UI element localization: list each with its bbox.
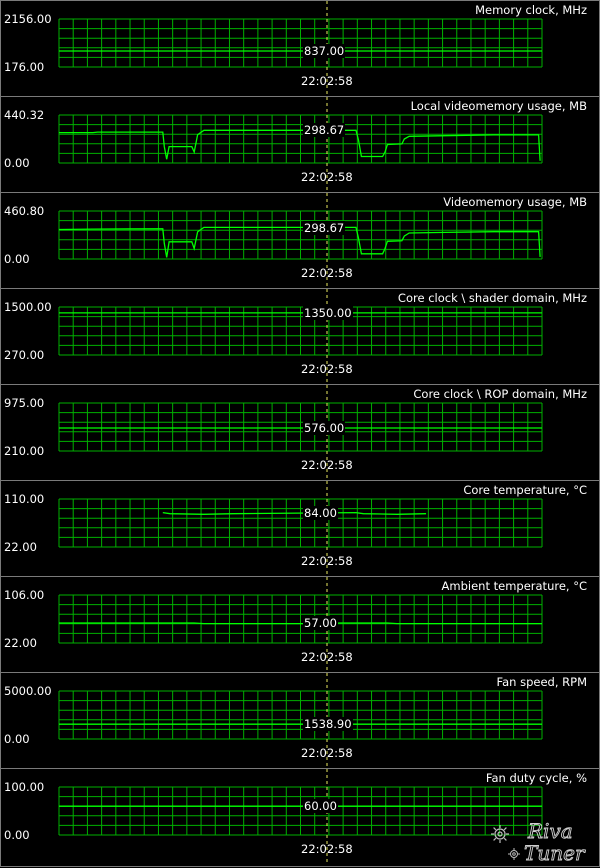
graph-title: Videomemory usage, MB xyxy=(443,195,587,209)
time-label: 22:02:58 xyxy=(301,746,353,760)
y-max-label: 975.00 xyxy=(4,396,45,410)
graph-title: Core clock \ ROP domain, MHz xyxy=(413,387,587,401)
graph-plot xyxy=(58,481,543,577)
y-max-label: 460.80 xyxy=(4,204,45,218)
graph-panel: Fan speed, RPM 5000.00 0.00 1538.90 22:02:58 xyxy=(0,672,600,769)
current-value-label: 60.00 xyxy=(303,799,338,814)
current-value-label: 576.00 xyxy=(303,421,346,436)
y-max-label: 110.00 xyxy=(4,492,45,506)
time-label: 22:02:58 xyxy=(301,554,353,568)
graph-plot xyxy=(58,97,543,193)
graph-panel: Core clock \ ROP domain, MHz 975.00 210.00… xyxy=(0,384,600,481)
y-min-label: 176.00 xyxy=(4,60,45,74)
graph-title: Fan duty cycle, % xyxy=(485,771,587,785)
time-label: 22:02:58 xyxy=(301,842,353,856)
graph-panel: Core temperature, °C 110.00 22.00 84.00 22:0… xyxy=(0,480,600,577)
y-min-label: 270.00 xyxy=(4,348,45,362)
current-value-label: 1538.90 xyxy=(303,717,353,732)
graph-panel: Memory clock, MHz 2156.00 176.00 837.00 22:0… xyxy=(0,0,600,97)
current-value-label: 298.67 xyxy=(303,123,346,138)
y-max-label: 1500.00 xyxy=(4,300,52,314)
series-line xyxy=(58,226,541,258)
graph-plot xyxy=(58,1,543,97)
y-min-label: 22.00 xyxy=(4,540,37,554)
current-value-label: 57.00 xyxy=(303,616,338,630)
y-max-label: 106.00 xyxy=(4,588,45,602)
rivatuner-logo: Riva Tuner xyxy=(486,818,596,865)
y-max-label: 5000.00 xyxy=(4,684,52,698)
y-min-label: 0.00 xyxy=(4,156,30,170)
logo-text-top: Riva xyxy=(527,819,573,843)
graph-panel: Videomemory usage, MB 460.80 0.00 298.67 22:… xyxy=(0,192,600,289)
time-label: 22:02:58 xyxy=(301,170,353,184)
time-label: 22:02:58 xyxy=(301,74,353,88)
graph-title: Core temperature, °C xyxy=(463,483,587,497)
time-label: 22:02:58 xyxy=(301,458,353,472)
graph-title: Memory clock, MHz xyxy=(475,3,587,17)
graph-title: Fan speed, RPM xyxy=(496,675,587,689)
graph-title: Ambient temperature, °C xyxy=(441,579,587,593)
graph-title: Local videomemory usage, MB xyxy=(410,99,587,113)
time-label: 22:02:58 xyxy=(301,266,353,280)
graph-plot xyxy=(58,769,543,865)
y-max-label: 2156.00 xyxy=(4,12,52,26)
y-min-label: 210.00 xyxy=(4,444,45,458)
graph-plot xyxy=(58,193,543,289)
y-max-label: 100.00 xyxy=(4,780,45,794)
logo-text-bottom: Tuner xyxy=(524,841,586,864)
graph-plot xyxy=(58,673,543,769)
graph-panel: Ambient temperature, °C 106.00 22.00 57.00 2… xyxy=(0,576,600,673)
current-value-label: 84.00 xyxy=(303,506,338,521)
graph-plot xyxy=(58,385,543,481)
graph-panel: Local videomemory usage, MB 440.32 0.00 298… xyxy=(0,96,600,193)
current-value-label: 837.00 xyxy=(303,43,346,58)
y-min-label: 0.00 xyxy=(4,252,30,266)
series-line xyxy=(59,622,542,625)
y-min-label: 22.00 xyxy=(4,636,37,650)
current-value-label: 298.67 xyxy=(303,220,346,235)
series-line xyxy=(162,511,427,515)
graph-panel: Core clock \ shader domain, MHz 1500.00 27… xyxy=(0,288,600,385)
gear-icon: Riva Tuner xyxy=(491,819,586,865)
current-value-label: 1350.00 xyxy=(303,305,353,320)
graph-title: Core clock \ shader domain, MHz xyxy=(397,291,587,305)
y-min-label: 0.00 xyxy=(4,828,30,842)
time-label: 22:02:58 xyxy=(301,650,353,664)
time-label: 22:02:58 xyxy=(301,362,353,376)
y-min-label: 0.00 xyxy=(4,732,30,746)
graph-plot xyxy=(58,289,543,385)
y-max-label: 440.32 xyxy=(4,108,45,122)
series-line xyxy=(59,129,541,161)
